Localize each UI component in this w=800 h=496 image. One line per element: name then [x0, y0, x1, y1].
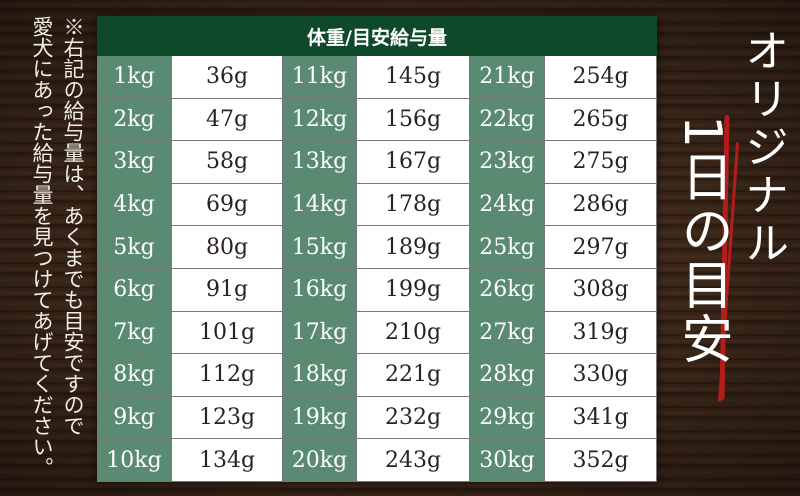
amount-cell: 297g — [545, 226, 657, 269]
amount-cell: 232g — [357, 396, 470, 440]
amount-cell: 199g — [357, 268, 470, 312]
weight-cell: 9kg — [97, 396, 172, 440]
weight-cell: 12kg — [283, 98, 357, 142]
amount-cell: 243g — [357, 439, 470, 482]
weight-cell: 6kg — [97, 268, 172, 312]
weight-cell: 25kg — [470, 226, 545, 269]
weight-cell: 3kg — [97, 141, 172, 184]
amount-cell: 112g — [172, 354, 283, 397]
amount-cell: 210g — [357, 311, 470, 355]
feeding-table: 体重/目安給与量 1kg 36g 11kg 145g 21kg 254g 2kg 47g 12k… — [97, 16, 657, 482]
weight-cell: 24kg — [470, 183, 545, 227]
amount-cell: 308g — [545, 268, 657, 312]
amount-cell: 178g — [357, 183, 470, 227]
amount-cell: 123g — [172, 396, 283, 440]
table-header: 体重/目安給与量 — [97, 16, 657, 56]
title-daily-guide: 1日の目安 — [672, 115, 732, 367]
amount-cell: 80g — [172, 226, 283, 269]
amount-cell: 330g — [545, 354, 657, 397]
amount-cell: 254g — [545, 56, 657, 99]
amount-cell: 36g — [172, 56, 283, 99]
weight-cell: 2kg — [97, 98, 172, 142]
weight-cell: 8kg — [97, 354, 172, 397]
table-body: 1kg 36g 11kg 145g 21kg 254g 2kg 47g 12kg 156g 22kg… — [97, 56, 657, 482]
weight-cell: 22kg — [470, 98, 545, 142]
weight-cell: 15kg — [283, 226, 357, 269]
weight-cell: 19kg — [283, 396, 357, 440]
weight-cell: 11kg — [283, 56, 357, 99]
weight-cell: 29kg — [470, 396, 545, 440]
amount-cell: 167g — [357, 141, 470, 184]
amount-cell: 189g — [357, 226, 470, 269]
weight-cell: 17kg — [283, 311, 357, 355]
amount-cell: 47g — [172, 98, 283, 142]
weight-cell: 16kg — [283, 268, 357, 312]
weight-cell: 5kg — [97, 226, 172, 269]
amount-cell: 341g — [545, 396, 657, 440]
weight-cell: 18kg — [283, 354, 357, 397]
weight-cell: 27kg — [470, 311, 545, 355]
weight-cell: 21kg — [470, 56, 545, 99]
amount-cell: 286g — [545, 183, 657, 227]
amount-cell: 58g — [172, 141, 283, 184]
weight-cell: 14kg — [283, 183, 357, 227]
weight-cell: 30kg — [470, 439, 545, 482]
title-original: オリジナル — [737, 28, 788, 268]
weight-cell: 28kg — [470, 354, 545, 397]
weight-cell: 1kg — [97, 56, 172, 99]
amount-cell: 156g — [357, 98, 470, 142]
weight-cell: 23kg — [470, 141, 545, 184]
weight-cell: 26kg — [470, 268, 545, 312]
note-line-2: 愛犬にあった給与量を見つけてあげてください。 — [30, 16, 54, 478]
weight-cell: 4kg — [97, 183, 172, 227]
amount-cell: 221g — [357, 354, 470, 397]
amount-cell: 69g — [172, 183, 283, 227]
amount-cell: 352g — [545, 439, 657, 482]
note-line-1: ※右記の給与量は、あくまでも目安ですので — [61, 16, 85, 436]
amount-cell: 145g — [357, 56, 470, 99]
weight-cell: 7kg — [97, 311, 172, 355]
amount-cell: 265g — [545, 98, 657, 142]
weight-cell: 13kg — [283, 141, 357, 184]
amount-cell: 91g — [172, 268, 283, 312]
amount-cell: 319g — [545, 311, 657, 355]
amount-cell: 134g — [172, 439, 283, 482]
weight-cell: 20kg — [283, 439, 357, 482]
amount-cell: 275g — [545, 141, 657, 184]
amount-cell: 101g — [172, 311, 283, 355]
weight-cell: 10kg — [97, 439, 172, 482]
